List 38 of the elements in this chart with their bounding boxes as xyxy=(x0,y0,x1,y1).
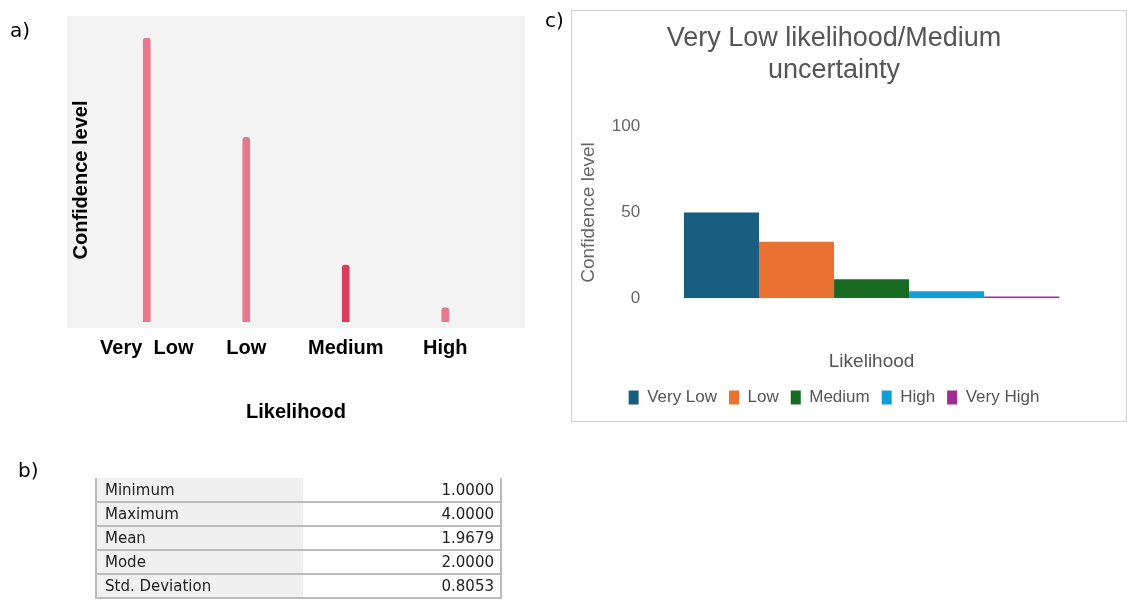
category-label: Mean xyxy=(96,526,303,550)
text: a) xyxy=(10,18,31,42)
legend-label: Medium xyxy=(809,387,870,407)
text: 0.8053 xyxy=(441,577,494,595)
y-tick-label: 0 xyxy=(630,287,641,307)
text: 1.0000 xyxy=(441,480,494,499)
category-label: Minimum xyxy=(96,478,303,502)
x-tick-label: Very Low xyxy=(100,335,194,358)
bar xyxy=(142,38,151,322)
y-axis-title: Confidence level xyxy=(68,100,91,260)
legend-label: High xyxy=(900,387,936,407)
legend-label: Low xyxy=(747,387,780,407)
category-label: Std. Deviation xyxy=(96,574,303,598)
text: 2.0000 xyxy=(441,553,494,571)
text: 4.0000 xyxy=(441,505,494,523)
bar xyxy=(683,212,759,299)
text: c) xyxy=(545,8,564,32)
category-label: Mode xyxy=(96,550,303,574)
bar xyxy=(441,307,450,322)
x-tick-label: Low xyxy=(226,335,267,358)
bar xyxy=(242,137,251,322)
y-axis-title: Confidence level xyxy=(576,142,598,283)
x-tick-label: High xyxy=(423,335,468,358)
bar xyxy=(909,291,985,299)
category-label: Maximum xyxy=(96,502,303,526)
text: 1.9679 xyxy=(441,529,494,547)
x-tick-label: Medium xyxy=(307,335,384,358)
bar xyxy=(341,264,350,322)
y-tick-label: 100 xyxy=(611,116,641,136)
text: b) xyxy=(18,458,39,482)
x-axis-title: Likelihood xyxy=(246,399,346,422)
x-axis-title: Likelihood xyxy=(828,349,915,371)
y-tick-label: 50 xyxy=(621,202,641,222)
bar xyxy=(834,279,910,299)
legend-label: Very High xyxy=(965,387,1040,407)
legend-label: Very Low xyxy=(647,387,718,407)
chart-title: Very Low likelihood/Medium uncertainty xyxy=(666,21,1002,85)
bar xyxy=(758,241,835,299)
